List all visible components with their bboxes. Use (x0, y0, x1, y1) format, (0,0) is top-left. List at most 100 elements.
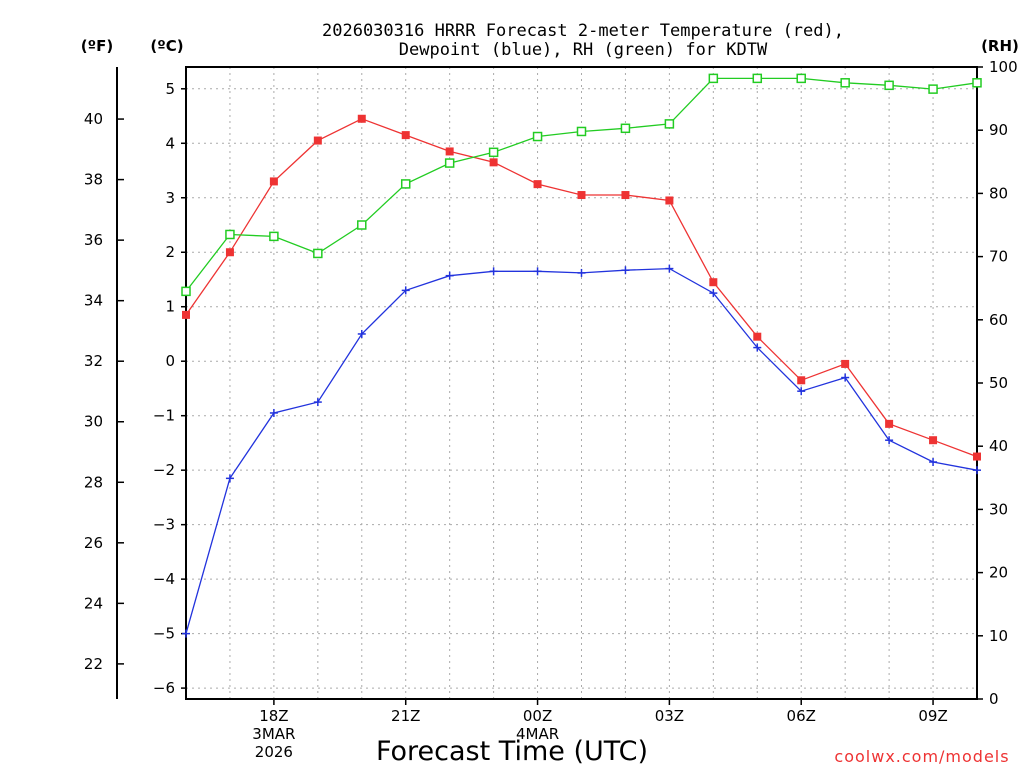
celsius-axis-unit: (ºC) (150, 37, 183, 55)
rh-point (972, 78, 982, 88)
temperature-point (489, 158, 498, 167)
rh-point (708, 73, 719, 84)
rh-tick-label: 60 (989, 311, 1008, 329)
rh-point (444, 158, 455, 168)
temperature-point (621, 191, 630, 200)
x-tick-label: 06Z (787, 707, 816, 725)
rh-point (576, 126, 587, 137)
site-credit: coolwx.com/models (834, 747, 1009, 766)
rh-tick-label: 100 (989, 58, 1018, 76)
fahrenheit-tick-label: 22 (84, 655, 103, 673)
x-tick-label: 00Z (523, 707, 552, 725)
x-axis-label: Forecast Time (UTC) (376, 736, 648, 767)
chart-title-line2: Dewpoint (blue), RH (green) for KDTW (399, 40, 768, 60)
celsius-tick-label: 3 (165, 189, 175, 207)
x-tick-label: 4MAR (516, 725, 559, 743)
celsius-tick-label: 0 (165, 352, 175, 370)
dewpoint-point (709, 289, 718, 298)
celsius-tick-label: −4 (153, 570, 175, 588)
dewpoint-point (753, 343, 762, 352)
dewpoint-point (885, 436, 894, 445)
dewpoint-point (489, 267, 498, 276)
dewpoint-point (929, 458, 938, 466)
axes: −6−5−4−3−2−10123452224262830323436384001… (84, 58, 1018, 761)
celsius-tick-label: −1 (153, 407, 175, 425)
rh-tick-label: 90 (989, 121, 1008, 139)
fahrenheit-tick-label: 40 (84, 110, 103, 128)
temperature-point (401, 131, 410, 140)
dewpoint-point (665, 264, 674, 273)
fahrenheit-tick-label: 36 (84, 231, 103, 249)
rh-point (532, 131, 543, 142)
rh-point (313, 248, 323, 259)
x-tick-label: 21Z (391, 707, 420, 725)
dewpoint-point (973, 466, 981, 475)
rh-tick-label: 0 (989, 690, 999, 708)
x-tick-label: 03Z (655, 707, 684, 725)
rh-point (357, 220, 367, 230)
temperature-point (973, 452, 981, 461)
fahrenheit-tick-label: 24 (84, 594, 103, 612)
rh-point (796, 73, 806, 84)
temperature-point (357, 114, 366, 123)
celsius-tick-label: 2 (165, 243, 175, 261)
rh-axis-unit: (RH) (981, 37, 1019, 55)
celsius-tick-label: −2 (153, 461, 175, 479)
rh-point (752, 73, 763, 84)
dewpoint-point (577, 268, 586, 277)
x-tick-label: 09Z (918, 707, 947, 725)
celsius-tick-label: 4 (165, 134, 175, 152)
temperature-point (313, 136, 322, 145)
dewpoint-point (225, 474, 234, 483)
dewpoint-point (269, 408, 278, 417)
dewpoint-point (445, 271, 454, 280)
dewpoint-point (797, 387, 806, 396)
rh-point (225, 229, 235, 240)
fahrenheit-tick-label: 38 (84, 171, 103, 189)
rh-point (269, 231, 279, 242)
temperature-point (533, 180, 542, 189)
temperature-point (445, 147, 454, 156)
fahrenheit-tick-label: 30 (84, 413, 103, 431)
temperature-point (577, 191, 586, 200)
temperature-point (797, 376, 806, 385)
temperature-point (269, 177, 278, 186)
rh-tick-label: 70 (989, 248, 1008, 266)
rh-point (884, 80, 894, 91)
dewpoint-point (182, 629, 190, 638)
fahrenheit-axis-unit: (ºF) (81, 37, 113, 55)
temperature-point (709, 278, 718, 287)
temperature-point (885, 419, 894, 428)
celsius-tick-label: 1 (165, 298, 175, 316)
rh-point (620, 123, 631, 134)
temperature-point (225, 248, 234, 257)
plot-frame (185, 66, 978, 700)
rh-tick-label: 40 (989, 437, 1008, 455)
rh-tick-label: 10 (989, 627, 1008, 645)
rh-point (400, 179, 411, 189)
grid-lines (186, 67, 977, 699)
celsius-tick-label: −3 (153, 516, 175, 534)
temperature-point (929, 436, 938, 445)
rh-point (840, 78, 850, 88)
chart-title-line1: 2026030316 HRRR Forecast 2-meter Tempera… (322, 21, 844, 41)
series-layer (181, 73, 982, 638)
rh-tick-label: 30 (989, 500, 1008, 518)
celsius-tick-label: −5 (153, 625, 175, 643)
rh-point (664, 119, 675, 129)
rh-tick-label: 20 (989, 564, 1008, 582)
rh-tick-label: 50 (989, 374, 1008, 392)
celsius-tick-label: 5 (165, 80, 175, 98)
dewpoint-point (357, 329, 366, 338)
fahrenheit-tick-label: 32 (84, 352, 103, 370)
fahrenheit-tick-label: 34 (84, 292, 103, 310)
temperature-point (841, 359, 850, 368)
rh-point (488, 147, 499, 158)
dewpoint-point (841, 373, 850, 382)
x-tick-label: 2026 (255, 743, 293, 761)
dewpoint-point (401, 286, 410, 295)
temperature-point (753, 332, 762, 341)
temperature-point (665, 196, 674, 205)
celsius-tick-label: −6 (153, 679, 175, 697)
